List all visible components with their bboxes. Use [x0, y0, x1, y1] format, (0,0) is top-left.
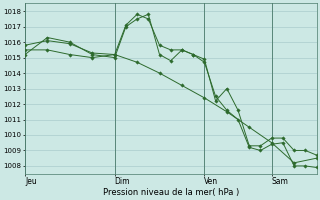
X-axis label: Pression niveau de la mer( hPa ): Pression niveau de la mer( hPa ): [103, 188, 239, 197]
